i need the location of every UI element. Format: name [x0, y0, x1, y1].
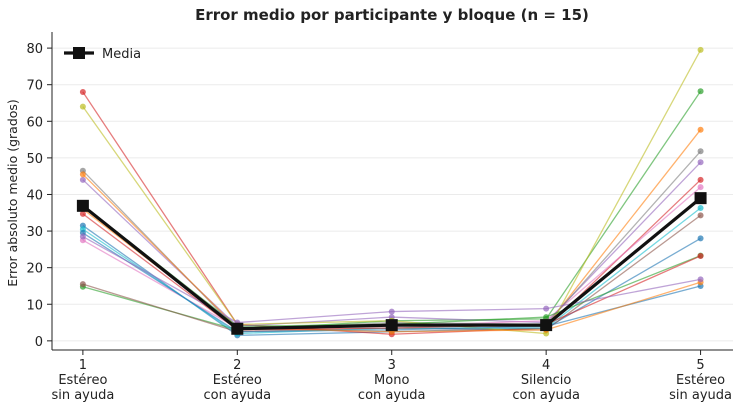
- participant-line: [82, 161, 702, 327]
- participant-marker: [697, 276, 704, 283]
- y-tick-label: 80: [26, 42, 43, 57]
- participant-marker: [697, 126, 704, 133]
- participant-line: [82, 173, 701, 333]
- mean-marker: [231, 322, 244, 335]
- y-tick-label: 70: [26, 79, 43, 94]
- participant-marker: [697, 184, 704, 191]
- x-tick-label: 4 Silencio con ayuda: [512, 358, 580, 403]
- x-tick-label: 3 Mono con ayuda: [358, 358, 426, 403]
- participant-marker: [697, 88, 704, 95]
- mean-marker: [385, 319, 398, 332]
- y-tick-label: 10: [26, 298, 43, 313]
- y-tick-label: 0: [35, 335, 43, 350]
- mean-marker: [76, 199, 89, 212]
- participant-marker: [79, 281, 86, 288]
- x-tick-label: 2 Estéreo con ayuda: [204, 358, 272, 403]
- chart-title: Error medio por participante y bloque (n…: [195, 6, 589, 24]
- y-tick-label: 40: [26, 188, 43, 203]
- participant-marker: [79, 176, 86, 183]
- participant-marker: [697, 205, 704, 212]
- participant-line: [82, 150, 702, 331]
- participant-line: [82, 90, 702, 331]
- participant-marker: [697, 46, 704, 53]
- participant-marker: [388, 308, 395, 315]
- y-tick-label: 30: [26, 225, 43, 240]
- legend-marker: [73, 47, 85, 59]
- participant-marker: [79, 233, 86, 240]
- participant-line: [82, 91, 702, 335]
- x-tick-label: 5 Estéreo sin ayuda: [669, 358, 732, 403]
- y-tick-label: 60: [26, 115, 43, 130]
- participant-marker: [79, 210, 86, 217]
- y-tick-label: 20: [26, 262, 43, 277]
- y-axis-label: Error absoluto medio (grados): [5, 99, 20, 287]
- participant-marker: [697, 159, 704, 166]
- participant-marker: [79, 171, 86, 178]
- mean-marker: [694, 192, 707, 205]
- x-tick-label: 1 Estéreo sin ayuda: [51, 358, 114, 403]
- participant-marker: [697, 176, 704, 183]
- participant-marker: [543, 314, 550, 321]
- participant-marker: [697, 148, 704, 155]
- mean-marker: [540, 319, 553, 332]
- legend-label: Media: [102, 47, 141, 62]
- y-tick-label: 50: [26, 152, 43, 167]
- participant-marker: [79, 89, 86, 96]
- participant-marker: [697, 212, 704, 219]
- participant-marker: [697, 252, 704, 259]
- participant-marker: [543, 305, 550, 312]
- participant-marker: [79, 103, 86, 110]
- participant-marker: [697, 235, 704, 242]
